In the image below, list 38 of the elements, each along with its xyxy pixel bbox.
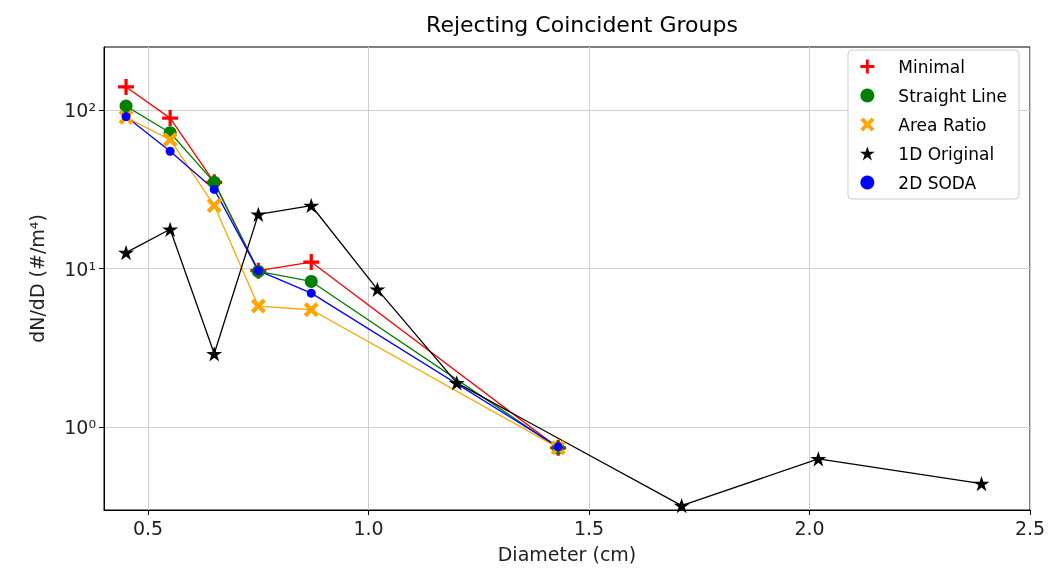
point [118,245,135,261]
legend-label: 2D SODA [898,172,977,193]
point [162,110,179,127]
x-tick-label: 1.5 [573,516,605,539]
point [165,146,175,156]
point [303,197,320,214]
point [369,281,386,297]
y-axis-title: dN/dD (#/m⁴) [25,214,48,343]
point [448,375,465,391]
point [673,497,690,514]
x-tick-label: 2.5 [1014,516,1046,539]
x-tick-label: 0.5 [132,516,164,539]
y-tick-label: 10¹ [64,257,96,280]
point [206,346,223,362]
chart-title: Rejecting Coincident Groups [426,11,738,37]
point [810,451,827,467]
point [162,221,179,237]
point [206,198,222,214]
x-tick-label: 2.0 [794,516,825,539]
point [209,184,219,194]
legend-label: Area Ratio [898,114,987,135]
legend-label: 1D Original [898,143,995,164]
point [118,78,135,95]
point [304,274,318,288]
legend-label: Straight Line [898,85,1008,106]
y-tick-label: 10⁰ [64,416,96,439]
x-tick-label: 1.0 [353,516,384,539]
point [250,206,267,222]
point [306,288,316,298]
y-tick-label: 10² [64,99,96,122]
point [303,302,319,318]
x-axis-title: Diameter (cm) [497,542,637,565]
point [119,99,133,113]
point [303,254,320,271]
point [162,132,178,148]
point [250,298,266,314]
legend-label: Minimal [898,56,965,77]
point [973,476,990,492]
